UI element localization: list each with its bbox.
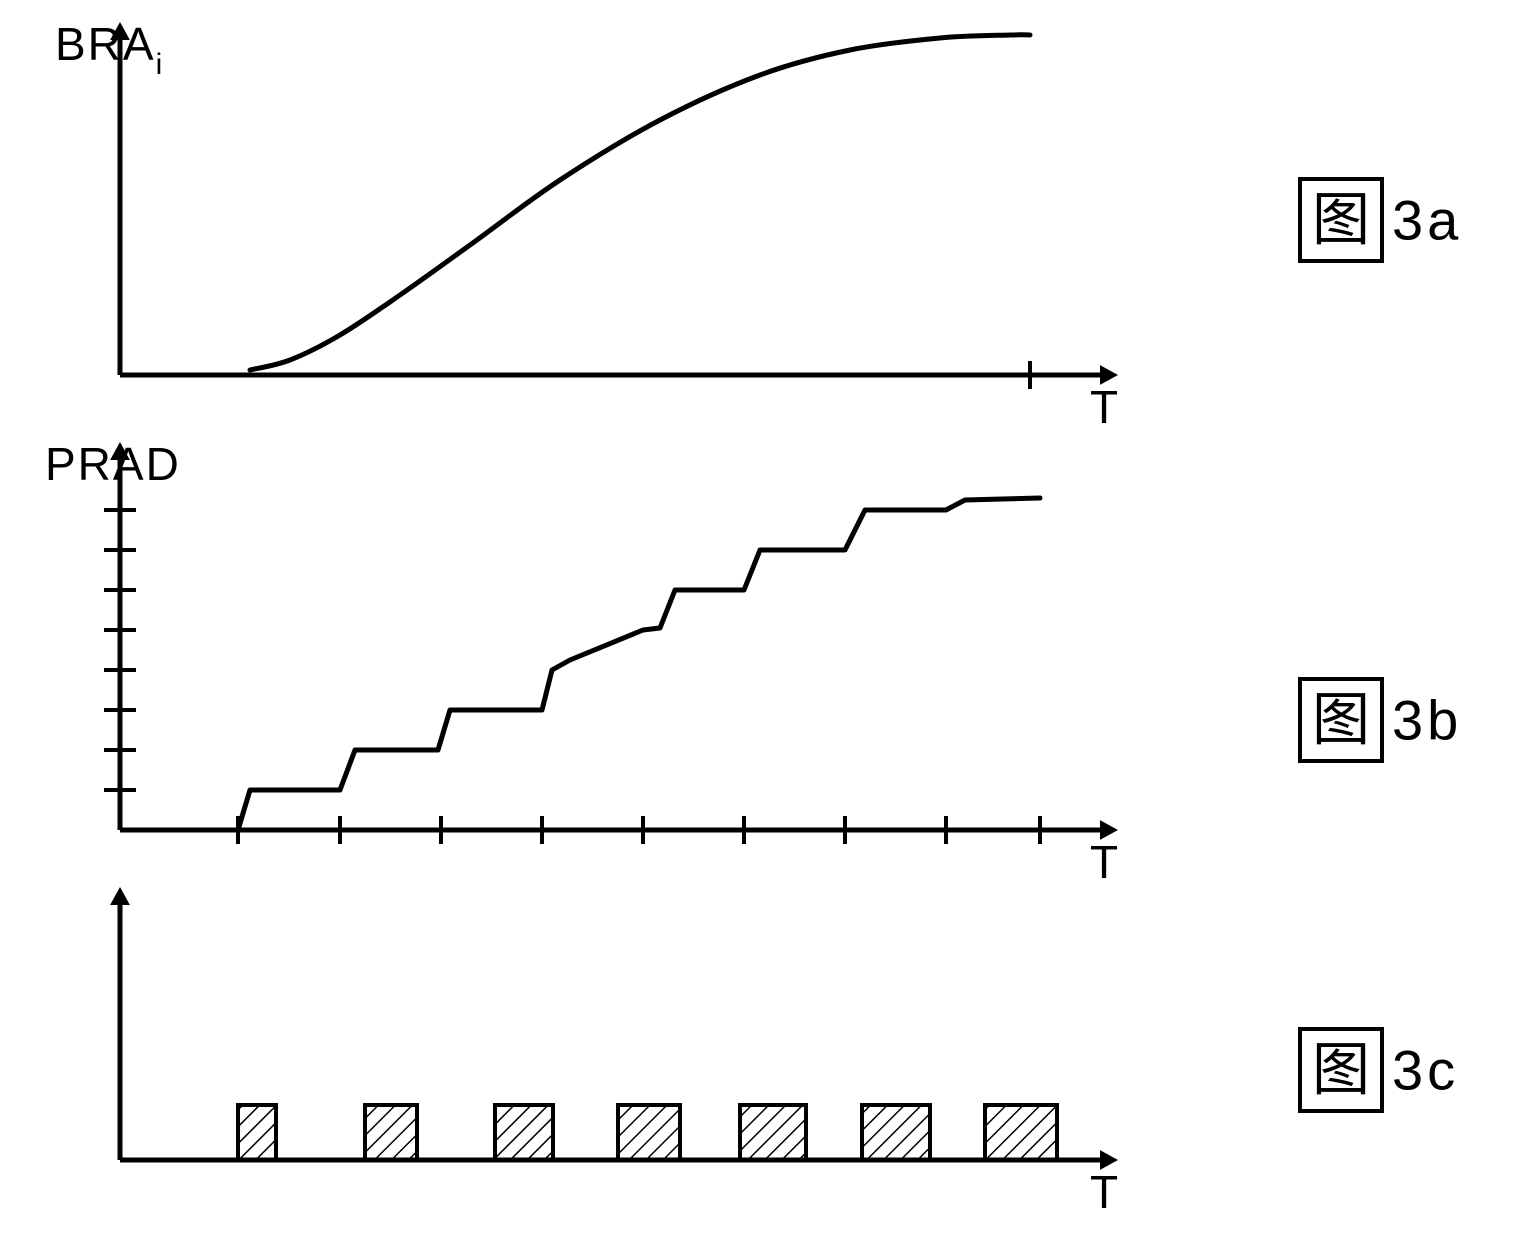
fig-label-char: 图 [1312, 688, 1370, 753]
chart-b-y-label: PRAD [45, 438, 181, 490]
fig-label-char: 图 [1312, 1038, 1370, 1103]
pulse-bar [365, 1105, 417, 1160]
pulse-bar [238, 1105, 276, 1160]
chart-c-x-label: T [1090, 1166, 1118, 1216]
pulse-bar [985, 1105, 1057, 1160]
pulse-bar [618, 1105, 680, 1160]
figure-container: BRAi T 图 3a PRAD T 图 3b T 图 3c [20, 20, 1513, 1216]
chart-b-step-curve [238, 498, 1040, 830]
fig-label-num: 3a [1392, 189, 1462, 252]
fig-label-num: 3b [1392, 689, 1462, 752]
chart-a-y-label: BRAi [55, 20, 164, 81]
chart-a-x-label: T [1090, 381, 1118, 433]
charts-svg: BRAi T 图 3a PRAD T 图 3b T 图 3c [20, 20, 1513, 1216]
fig-label-char: 图 [1312, 188, 1370, 253]
pulse-bar [495, 1105, 553, 1160]
chart-a-curve [250, 35, 1030, 370]
pulse-bar [740, 1105, 806, 1160]
fig-label-num: 3c [1392, 1039, 1459, 1102]
chart-b-x-label: T [1090, 836, 1118, 888]
pulse-bar [862, 1105, 930, 1160]
